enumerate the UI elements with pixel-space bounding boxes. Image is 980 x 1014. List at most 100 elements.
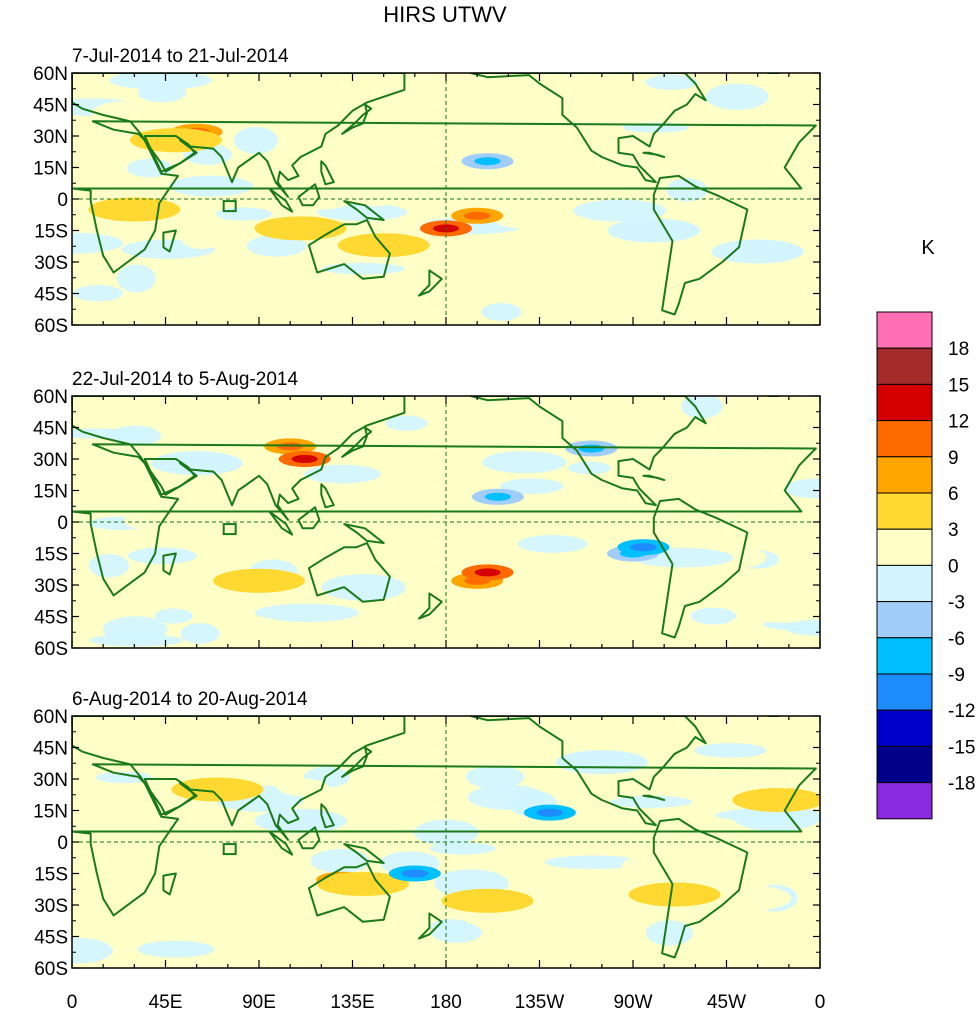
coastline [642,794,666,801]
anomaly-core [464,211,491,220]
texture-blob [109,425,161,446]
y-tick-label: 0 [57,833,68,854]
texture-blob [267,911,365,922]
island-marker [222,523,237,536]
coastline [297,506,321,530]
y-tick-label: 45N [33,419,68,440]
colorbar-label: 6 [948,484,959,505]
y-tick-label: 60S [34,316,68,337]
coastline [652,497,749,639]
coastline [268,187,294,213]
texture-blob [535,260,637,276]
coastline [268,830,294,856]
texture-blob [209,616,278,629]
panel-subtitle: 22-Jul-2014 to 5-Aug-2014 [72,369,298,390]
texture-blob [137,940,214,958]
island-marker [222,843,237,856]
anomaly-blob [150,451,243,476]
texture-blob [317,203,408,221]
texture-blob [72,747,96,768]
texture-blob [665,837,726,852]
texture-blob [544,855,642,870]
coastline [307,862,391,923]
y-tick-label: 30S [34,576,68,597]
colorbar-swatch [876,456,933,494]
coastline [418,912,443,940]
texture-blob [709,885,792,911]
texture-blob [169,798,213,819]
anomaly-blob [171,777,264,802]
anomaly-field [72,73,820,325]
coastline [320,803,335,829]
x-tick-label: 135E [330,992,374,1013]
y-tick-label: 15N [33,802,68,823]
colorbar-swatch [876,564,933,603]
texture-blob [645,920,694,946]
panel-subtitle: 7-Jul-2014 to 21-Jul-2014 [72,46,289,67]
colorbar-swatch [876,782,933,820]
coastline [297,183,321,207]
coastline [343,200,385,221]
anomaly-blob [711,239,804,264]
y-tick-label: 15S [34,545,68,566]
anomaly-blob [441,888,534,913]
colorbar-label: -12 [948,701,975,722]
texture-blob [667,586,706,598]
chart-title: HIRS UTWV [383,2,507,27]
texture-blob [645,74,697,90]
y-tick-label: 45N [33,739,68,760]
texture-blob [785,620,820,636]
x-tick-label: 45W [707,992,746,1013]
y-tick-label: 45S [34,608,68,629]
colorbar-swatch [876,492,933,530]
colorbar-label: -18 [948,774,975,795]
panel-subtitle: 6-Aug-2014 to 20-Aug-2014 [72,689,308,710]
coastline [143,778,196,816]
y-tick-label: 30N [33,127,68,148]
texture-blob [123,511,185,531]
anomaly-blob [607,218,700,243]
coastline [418,592,443,620]
texture-blob [517,534,588,553]
anomaly-blob [213,568,305,593]
colorbar-label: 0 [948,556,959,577]
coastline [767,716,780,717]
texture-blob [73,285,124,302]
texture-blob [321,262,405,275]
texture-blob [495,213,589,230]
texture-blob [234,126,278,154]
anomaly-core [291,455,318,463]
texture-blob [246,235,307,257]
colorbar-swatch [876,673,933,711]
y-tick-label: 15N [33,482,68,503]
texture-blob [311,445,389,464]
colorbar-swatch [876,637,933,675]
x-tick-label: 135W [515,992,565,1013]
coastlines [72,716,817,959]
texture-blob [658,509,759,530]
coastline [652,817,749,959]
texture-blob [164,738,237,764]
texture-blob [500,478,564,494]
y-tick-label: 0 [57,513,68,534]
y-tick-label: 60N [33,64,68,85]
x-tick-label: 90E [242,992,276,1013]
coastline [343,843,385,864]
x-tick-label: 180 [430,992,462,1013]
anomaly-core [484,492,511,501]
texture-blob [732,186,792,210]
coastline [469,396,707,507]
texture-blob [610,795,693,808]
texture-blob [573,199,667,222]
texture-blob [154,608,193,624]
coastline [642,151,666,158]
texture-blob [359,152,455,172]
coastline [162,872,177,896]
texture-blob [253,287,310,304]
anomaly-blob [254,216,347,241]
coastline [341,426,373,458]
anomaly-core [578,444,605,453]
texture-blob [705,83,769,110]
coastline [767,73,780,74]
